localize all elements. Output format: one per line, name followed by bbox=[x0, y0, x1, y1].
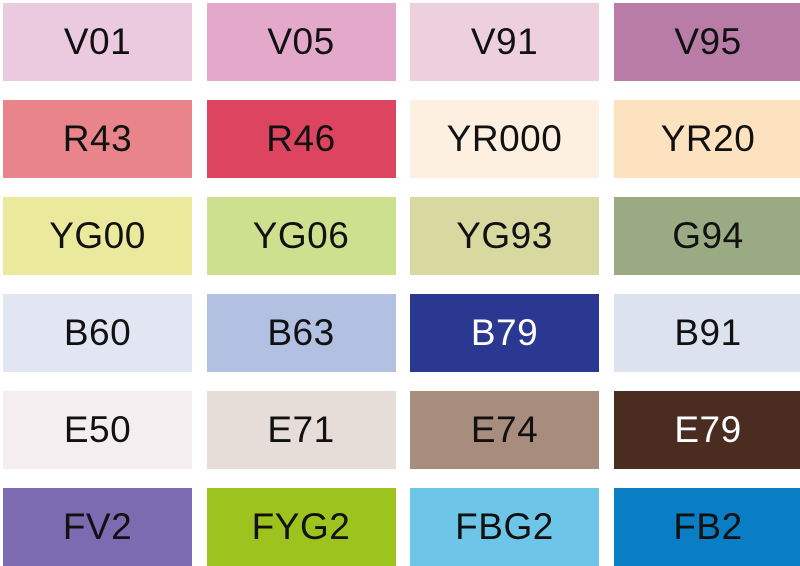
color-swatch-grid: V01 V05 V91 V95 R43 R46 YR000 YR20 YG00 YG06 YG93 G… bbox=[3, 3, 800, 566]
color-swatch-b63: B63 bbox=[206, 294, 396, 372]
color-swatch-yg00: YG00 bbox=[3, 197, 192, 275]
color-swatch-e71: E71 bbox=[206, 391, 396, 469]
color-swatch-fb2: FB2 bbox=[613, 488, 800, 566]
color-swatch-e74: E74 bbox=[410, 391, 599, 469]
color-swatch-fyg2: FYG2 bbox=[206, 488, 396, 566]
color-swatch-r43: R43 bbox=[3, 100, 192, 178]
color-swatch-e79: E79 bbox=[613, 391, 800, 469]
color-swatch-r46: R46 bbox=[206, 100, 396, 178]
color-swatch-b79: B79 bbox=[410, 294, 599, 372]
color-swatch-yg93: YG93 bbox=[410, 197, 599, 275]
color-swatch-v05: V05 bbox=[206, 3, 396, 81]
color-swatch-e50: E50 bbox=[3, 391, 192, 469]
color-swatch-yr20: YR20 bbox=[613, 100, 800, 178]
color-swatch-fbg2: FBG2 bbox=[410, 488, 599, 566]
color-swatch-g94: G94 bbox=[613, 197, 800, 275]
color-swatch-v95: V95 bbox=[613, 3, 800, 81]
color-swatch-yg06: YG06 bbox=[206, 197, 396, 275]
color-swatch-b91: B91 bbox=[613, 294, 800, 372]
color-swatch-yr000: YR000 bbox=[410, 100, 599, 178]
color-swatch-fv2: FV2 bbox=[3, 488, 192, 566]
color-swatch-v01: V01 bbox=[3, 3, 192, 81]
color-swatch-v91: V91 bbox=[410, 3, 599, 81]
color-swatch-b60: B60 bbox=[3, 294, 192, 372]
